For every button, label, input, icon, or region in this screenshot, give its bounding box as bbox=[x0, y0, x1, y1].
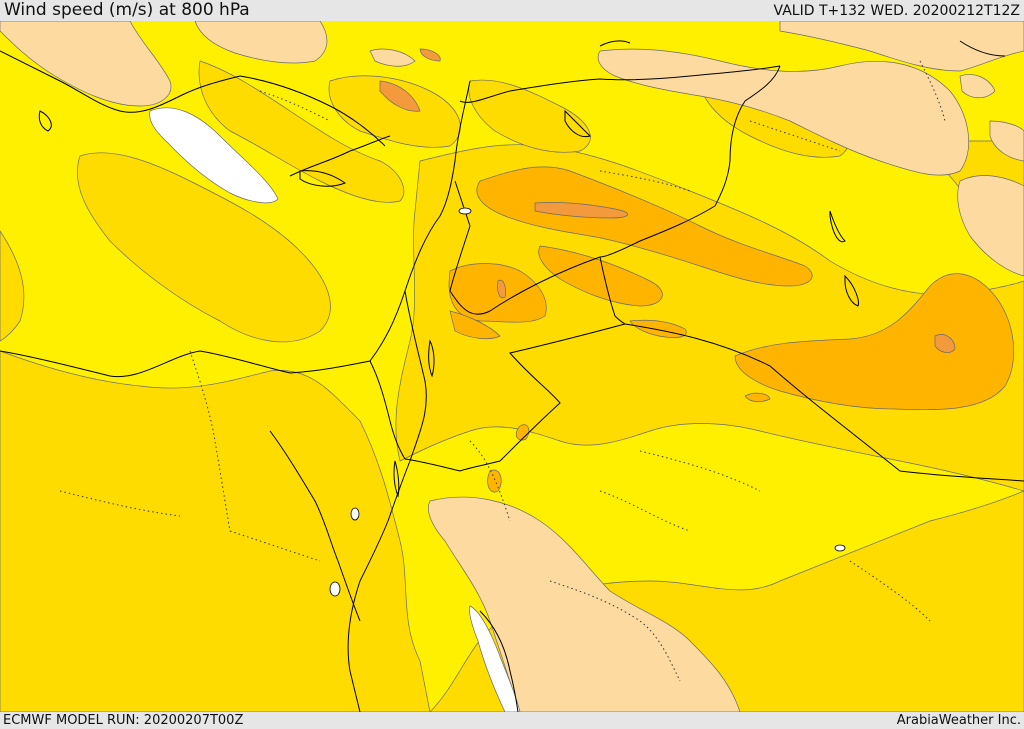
map-title: Wind speed (m/s) at 800 hPa bbox=[4, 0, 250, 20]
map-canvas bbox=[0, 21, 1024, 712]
field-band-lowest-south bbox=[469, 605, 521, 712]
coastlines bbox=[0, 40, 1006, 712]
water-spots bbox=[329, 207, 846, 597]
field-band-higher bbox=[379, 48, 956, 353]
wind-speed-map[interactable] bbox=[0, 21, 1024, 712]
field-band-lowest bbox=[149, 107, 279, 204]
model-run-label: ECMWF MODEL RUN: 20200207T00Z bbox=[3, 713, 244, 728]
header-bar: Wind speed (m/s) at 800 hPa VALID T+132 … bbox=[0, 0, 1024, 21]
credit-label: ArabiaWeather Inc. bbox=[896, 713, 1021, 728]
footer-bar: ECMWF MODEL RUN: 20200207T00Z ArabiaWeat… bbox=[0, 712, 1024, 729]
field-band-light bbox=[0, 21, 1024, 712]
field-band-high bbox=[448, 166, 1015, 493]
internal-boundaries bbox=[59, 60, 946, 682]
valid-time: VALID T+132 WED. 20200212T12Z bbox=[773, 3, 1020, 19]
political-borders bbox=[369, 65, 1024, 482]
